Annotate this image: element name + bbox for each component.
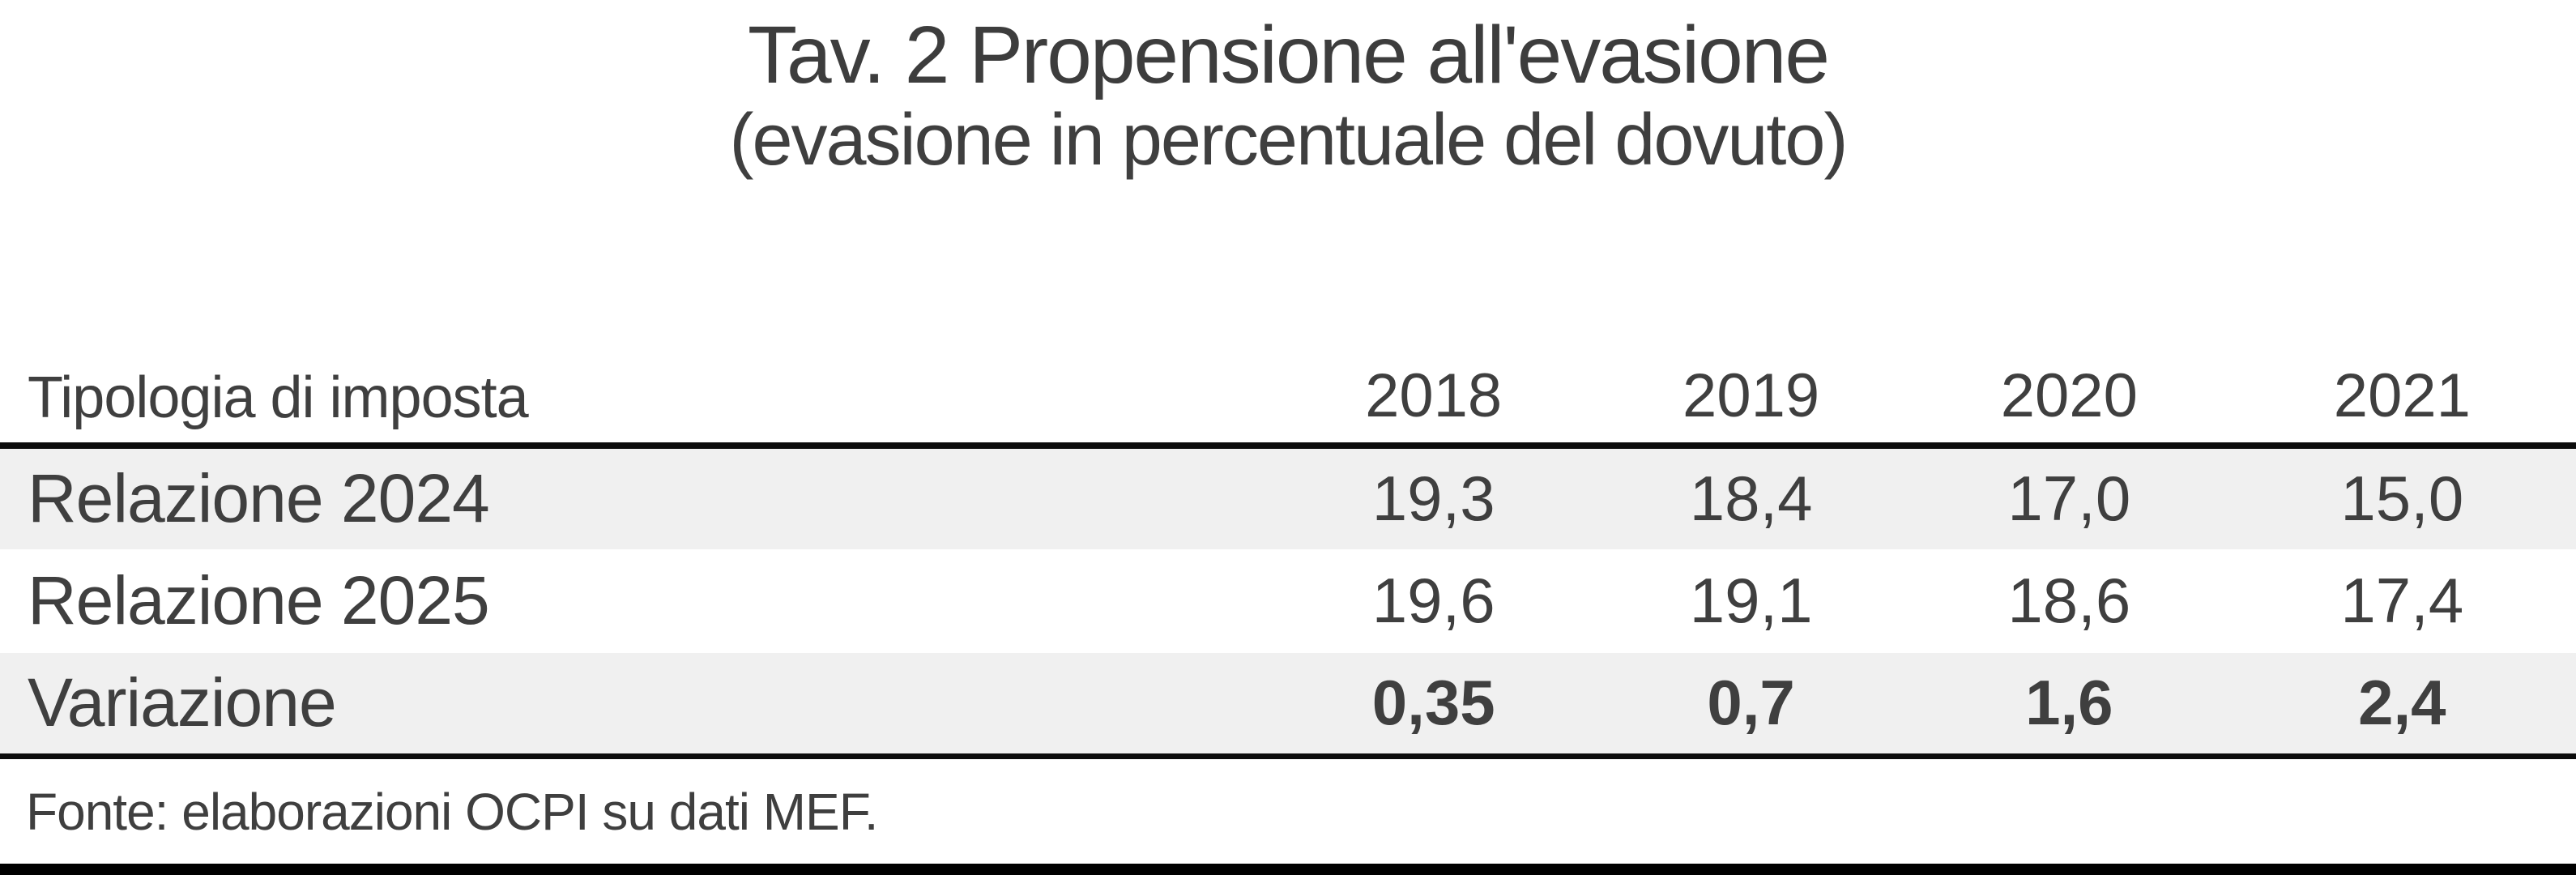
row-label: Relazione 2024 <box>28 460 490 536</box>
page-title: Tav. 2 Propensione all'evasione <box>748 10 1830 100</box>
table-row-relazione-2024: Relazione 2024 19,3 18,4 17,0 15,0 <box>0 445 2576 549</box>
row-label: Variazione <box>28 664 337 741</box>
cell-value: 0,7 <box>1707 667 1795 739</box>
cell-value: 17,4 <box>2340 565 2464 636</box>
whitespace-spacer <box>0 181 2576 360</box>
cell-value: 19,6 <box>1371 565 1495 636</box>
table-row-variazione: Variazione 0,35 0,7 1,6 2,4 <box>0 652 2576 757</box>
column-header-label: Tipologia di imposta <box>28 365 529 430</box>
cell-value: 18,6 <box>2007 565 2131 636</box>
cell-value: 0,35 <box>1371 667 1495 739</box>
cell-value: 18,4 <box>1689 463 1813 534</box>
cell-value: 17,0 <box>2007 463 2131 534</box>
data-table: Tipologia di imposta 2018 2019 2020 2021… <box>0 360 2576 760</box>
column-header-year-2021: 2021 <box>2333 361 2471 430</box>
table-row-relazione-2025: Relazione 2025 19,6 19,1 18,6 17,4 <box>0 549 2576 653</box>
cell-value: 19,1 <box>1689 565 1813 636</box>
page-subtitle: (evasione in percentuale del dovuto) <box>729 100 1849 181</box>
cell-value: 19,3 <box>1371 463 1495 534</box>
column-header-year-2020: 2020 <box>2000 361 2138 430</box>
cell-value: 1,6 <box>2025 667 2113 739</box>
cell-value: 2,4 <box>2358 667 2446 739</box>
column-header-year-2019: 2019 <box>1683 361 1820 430</box>
bottom-border-bar <box>0 864 2576 875</box>
source-note: Fonte: elaborazioni OCPI su dati MEF. <box>26 782 879 841</box>
column-header-row: Tipologia di imposta 2018 2019 2020 2021 <box>0 360 2576 446</box>
row-label: Relazione 2025 <box>28 562 490 638</box>
cell-value: 15,0 <box>2340 463 2464 534</box>
column-header-year-2018: 2018 <box>1365 361 1503 430</box>
